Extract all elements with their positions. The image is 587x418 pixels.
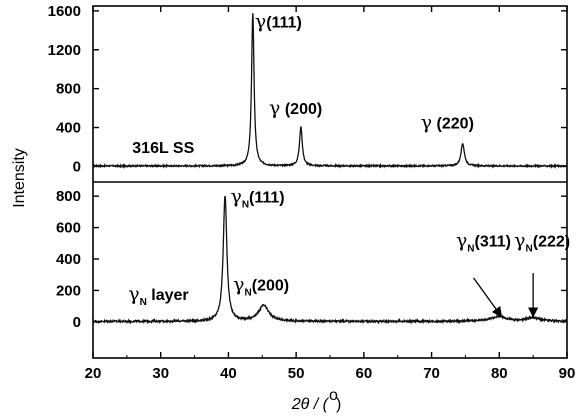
y-tick-label: 800 — [56, 188, 81, 205]
x-tick-label: 30 — [152, 365, 169, 382]
y-tick-label: 800 — [56, 81, 81, 98]
plot-area: 20 30 40 50 60 70 80 90 0 400 800 1200 1600 γ(111) γ (… — [48, 3, 576, 382]
peak-label: γN(311) — [456, 229, 511, 254]
panel-label: 316L SS — [132, 140, 194, 157]
y-tick-label: 1200 — [48, 42, 81, 59]
peak-label: γ (200) — [269, 97, 322, 119]
y-axis-title: Intensity — [11, 148, 28, 208]
y-tick-label: 1600 — [48, 3, 81, 20]
x-tick-label: 60 — [356, 365, 373, 382]
annotation-arrow — [473, 277, 503, 318]
x-axis-title-degree: o — [329, 387, 338, 404]
panel-0: 0 400 800 1200 1600 γ(111) γ (200) γ (220) — [48, 3, 568, 175]
y-tick-label: 0 — [73, 158, 81, 175]
x-tick-label: 40 — [220, 365, 237, 382]
series-line — [92, 195, 568, 325]
x-tick-label: 90 — [559, 365, 576, 382]
peak-label: γ(111) — [255, 10, 302, 32]
y-tick-label: 600 — [56, 220, 81, 237]
y-tick-label: 400 — [56, 120, 81, 137]
peak-label: γN(111) — [230, 185, 284, 210]
x-axis-title-close: ) — [336, 396, 341, 413]
x-axis-title: 2θ / ( o ) — [291, 387, 342, 413]
panel-label: γN layer — [128, 283, 188, 308]
y-tick-label: 0 — [73, 314, 81, 331]
peak-label: γ (220) — [421, 112, 474, 134]
peak-label: γN(222) — [514, 229, 570, 254]
x-tick-label: 20 — [85, 365, 102, 382]
peak-label: γN(200) — [233, 273, 289, 298]
x-tick-label: 80 — [491, 365, 508, 382]
x-axis-title-main: 2θ / ( — [291, 396, 330, 413]
y-tick-label: 400 — [56, 251, 81, 268]
x-tick-label: 70 — [423, 365, 440, 382]
y-tick-label: 200 — [56, 282, 81, 299]
x-tick-label: 50 — [288, 365, 305, 382]
panel-1: 0 200 400 600 800 γN(111) γN(200) γN(311) γN(222… — [56, 185, 570, 330]
series-line — [92, 13, 568, 170]
